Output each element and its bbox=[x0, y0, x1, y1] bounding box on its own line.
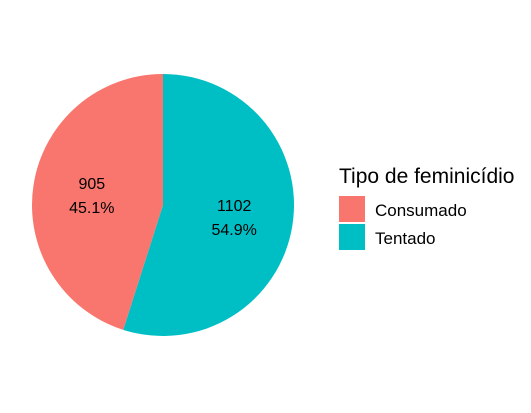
legend-label-tentado: Tentado bbox=[375, 229, 436, 248]
legend-swatch-consumado bbox=[339, 196, 365, 222]
legend-label-consumado: Consumado bbox=[375, 201, 467, 220]
slice-value-label-consumado: 905 bbox=[78, 176, 105, 193]
pie-slice-consumado bbox=[31, 74, 164, 330]
slice-percent-label-tentado: 54.9% bbox=[212, 222, 257, 239]
legend-title: Tipo de feminicídio bbox=[339, 165, 514, 188]
pie-slice-tentado bbox=[123, 74, 294, 336]
legend: Tipo de feminicídio Consumado Tentado bbox=[339, 165, 514, 250]
slice-value-label-tentado: 1102 bbox=[217, 198, 252, 215]
slice-percent-label-consumado: 45.1% bbox=[69, 200, 114, 217]
legend-swatch-tentado bbox=[339, 224, 365, 250]
pie-slice-labels: 1102 54.9% 905 45.1% bbox=[69, 176, 257, 239]
pie-slices bbox=[31, 74, 294, 336]
